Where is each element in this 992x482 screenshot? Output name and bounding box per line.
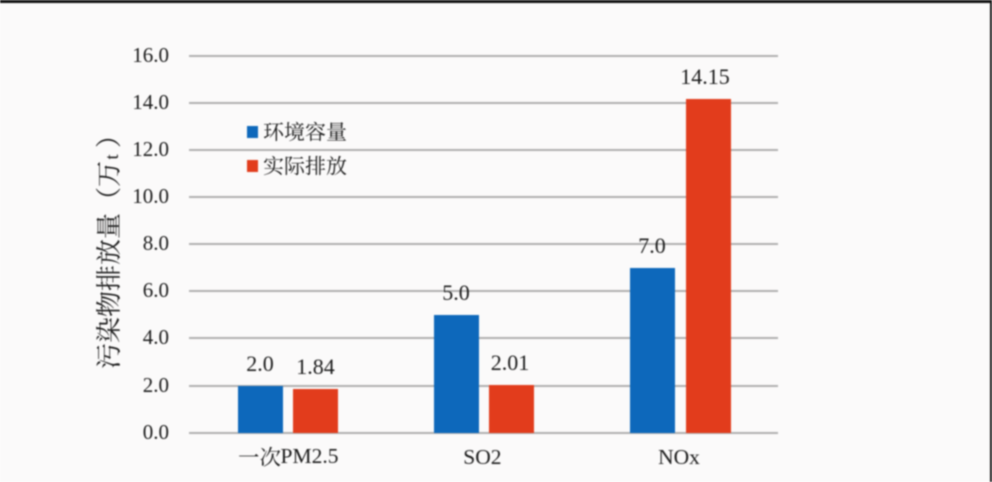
svg-text:t: t bbox=[102, 153, 121, 159]
